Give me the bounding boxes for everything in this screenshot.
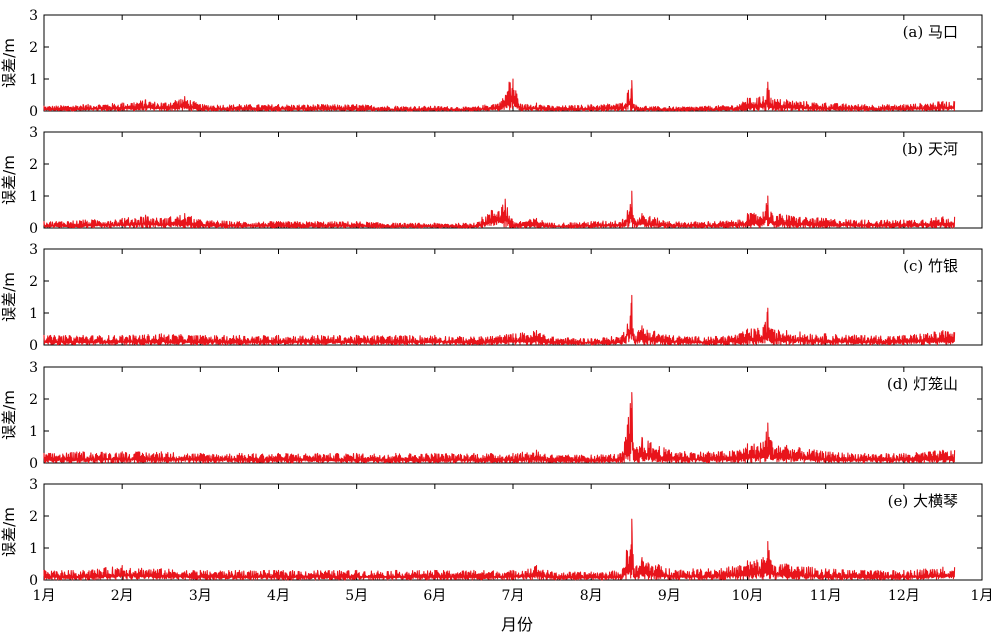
x-tick-label: 3月 <box>189 588 212 604</box>
panel-title: (d) 灯笼山 <box>887 375 958 393</box>
x-tick-label: 1月 <box>33 588 56 604</box>
x-tick-label: 2月 <box>111 588 134 604</box>
y-tick-label: 1 <box>29 189 38 205</box>
panel-frame <box>43 131 983 229</box>
y-tick-label: 1 <box>29 541 38 557</box>
y-tick-label: 2 <box>29 40 38 56</box>
panel-4: 0 1 2 3 误差/m (d) 灯笼山 <box>0 360 983 472</box>
y-tick-label: 3 <box>29 125 38 141</box>
y-axis-label: 误差/m <box>0 155 18 205</box>
panels-group: 0 1 2 3 误差/m (a) 马口 0 1 2 3 误差/m (b) 天河 0 1 2 3 误差/m (c) … <box>0 8 993 604</box>
y-tick-label: 2 <box>29 274 38 290</box>
x-tick-label: 1月 <box>971 588 994 604</box>
x-axis-label: 月份 <box>501 615 533 634</box>
panel-1: 0 1 2 3 误差/m (a) 马口 <box>0 8 983 120</box>
x-tick-label: 6月 <box>423 588 446 604</box>
panel-frame <box>43 366 983 464</box>
x-tick-label: 9月 <box>658 588 681 604</box>
series-line <box>43 518 956 581</box>
y-tick-label: 3 <box>29 8 38 24</box>
x-tick-label: 4月 <box>267 588 290 604</box>
x-tick-label: 8月 <box>580 588 603 604</box>
y-tick-label: 3 <box>29 242 38 258</box>
y-axis-label: 误差/m <box>0 507 18 557</box>
series-line <box>43 190 956 229</box>
series-line <box>43 294 956 346</box>
x-tick-label: 7月 <box>502 588 525 604</box>
panel-5: 0 1 2 3 误差/m (e) 大横琴 1月 2月 3月 4月 5月 6月 7月 8月 9月 10月 11月 1… <box>0 477 993 604</box>
y-tick-label: 2 <box>29 157 38 173</box>
y-tick-label: 0 <box>29 221 38 237</box>
panel-title: (e) 大横琴 <box>888 492 958 510</box>
y-tick-label: 3 <box>29 477 38 493</box>
y-tick-label: 0 <box>29 456 38 472</box>
series-line <box>43 78 956 112</box>
x-tick-label: 5月 <box>345 588 368 604</box>
x-tick-label: 12月 <box>888 588 920 604</box>
panel-3: 0 1 2 3 误差/m (c) 竹银 <box>0 242 983 354</box>
y-tick-label: 0 <box>29 104 38 120</box>
y-tick-label: 0 <box>29 573 38 589</box>
x-tick-label: 10月 <box>732 588 764 604</box>
y-tick-label: 0 <box>29 338 38 354</box>
y-tick-label: 2 <box>29 392 38 408</box>
panel-frame <box>43 248 983 346</box>
y-tick-label: 1 <box>29 72 38 88</box>
panel-2: 0 1 2 3 误差/m (b) 天河 <box>0 125 983 237</box>
y-axis-label: 误差/m <box>0 272 18 322</box>
y-tick-label: 1 <box>29 306 38 322</box>
x-tick-label: 11月 <box>810 588 842 604</box>
y-tick-label: 1 <box>29 424 38 440</box>
series-line <box>43 392 956 464</box>
y-tick-label: 3 <box>29 360 38 376</box>
y-axis-label: 误差/m <box>0 38 18 88</box>
panel-title: (b) 天河 <box>902 140 958 158</box>
y-axis-label: 误差/m <box>0 390 18 440</box>
y-tick-label: 2 <box>29 509 38 525</box>
panel-frame <box>43 483 983 581</box>
panel-title: (a) 马口 <box>903 23 958 41</box>
panel-title: (c) 竹银 <box>903 257 958 275</box>
